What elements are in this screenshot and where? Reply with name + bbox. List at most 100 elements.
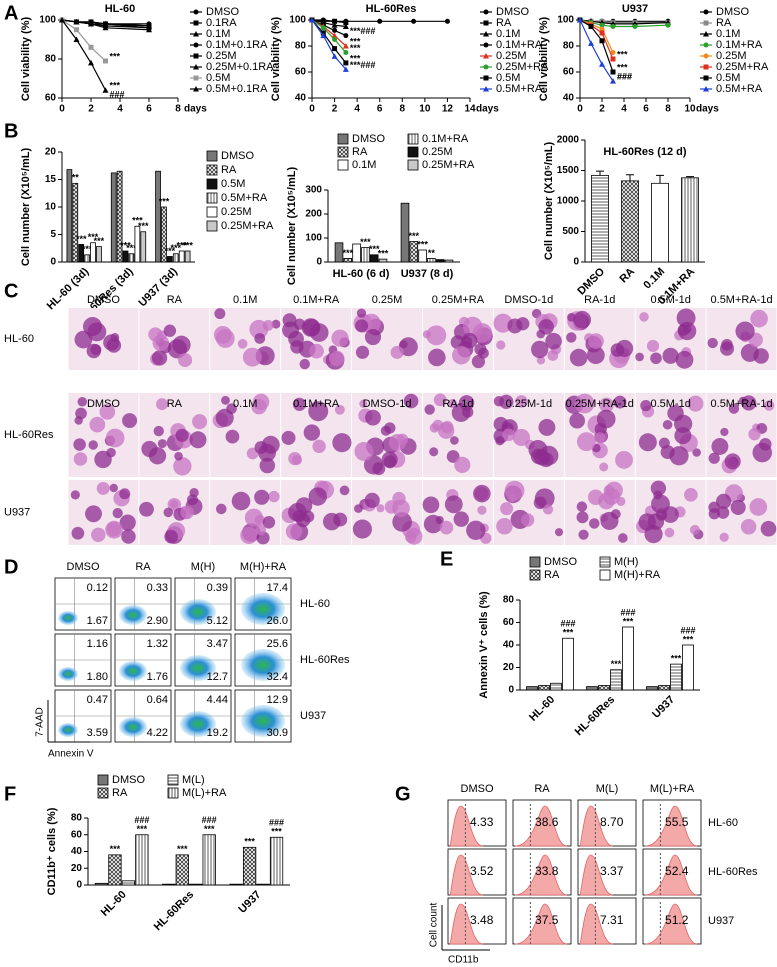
marker (331, 22, 338, 28)
x-tick-label: HL-60 (6 d) (333, 268, 390, 280)
legend-swatch (206, 192, 218, 204)
significance: *** (244, 837, 255, 847)
cell (292, 397, 307, 411)
marker (483, 20, 489, 26)
y-axis-label: Cell number (X10⁵/mL) (20, 148, 32, 267)
cell (103, 334, 120, 351)
cell (151, 350, 168, 366)
significance: *** (110, 844, 121, 854)
y-tick-label: 40 (295, 93, 307, 104)
quadrant-value: 1.67 (87, 615, 108, 627)
cell (677, 324, 689, 336)
row-label: HL-60Res (4, 429, 54, 441)
cell (650, 352, 662, 365)
quadrant-value: 5.12 (207, 615, 228, 627)
legend-swatch (206, 178, 218, 190)
marker (342, 43, 349, 49)
cell (719, 532, 729, 542)
x-axis-label: days (476, 104, 499, 115)
marker (411, 18, 417, 24)
x-tick-label: 0 (59, 104, 65, 115)
marker (483, 53, 489, 59)
cell (99, 404, 116, 420)
histogram-fill (644, 903, 698, 945)
marker (146, 26, 152, 33)
cell (735, 321, 755, 341)
significance: ***### (350, 60, 376, 70)
cell (600, 511, 619, 530)
legend-label: 0.25M (221, 206, 252, 218)
marker (599, 30, 605, 36)
cell (392, 512, 412, 532)
bar (128, 253, 135, 263)
cell (708, 452, 720, 464)
cell (599, 462, 609, 472)
cell (390, 345, 404, 359)
cell (662, 419, 673, 430)
cell (309, 343, 324, 359)
cell (354, 442, 374, 462)
column-label: DMSO (67, 561, 100, 573)
panel-label: G (395, 783, 411, 805)
series-line (311, 19, 346, 28)
cell (259, 457, 276, 474)
column-label: 0.1M (233, 398, 257, 410)
legend-label: 0.1M (206, 28, 230, 40)
cell (471, 354, 486, 369)
cell (215, 329, 235, 348)
x-tick-label: U937 (650, 694, 677, 721)
marker (588, 24, 594, 29)
cell (157, 439, 167, 449)
significance: *** (623, 616, 634, 626)
cell (74, 330, 93, 349)
cell (477, 505, 487, 515)
y-tick-label: 10 (45, 202, 57, 213)
cell (542, 504, 554, 515)
cell (163, 324, 177, 337)
cell (515, 395, 528, 408)
y-tick-label: 20 (503, 662, 515, 673)
legend-swatch (206, 164, 218, 176)
cell (237, 338, 248, 349)
marker (59, 17, 65, 23)
legend-label: 0.1M (716, 28, 740, 40)
marker (343, 20, 349, 26)
legend-swatch (599, 569, 611, 581)
bar (343, 257, 353, 263)
x-tick-label: 0 (577, 104, 583, 115)
bar (651, 182, 669, 263)
cell (721, 338, 733, 351)
cell (458, 395, 475, 411)
cell (495, 436, 505, 446)
chart-title: HL-60Res (12 d) (603, 146, 686, 158)
marker (703, 86, 709, 92)
population (58, 611, 78, 625)
marker (703, 9, 709, 15)
column-label: M(L) (596, 783, 619, 795)
row-label: HL-60Res (300, 654, 350, 666)
row-label: U937 (708, 915, 734, 927)
x-axis-label: Annexin V (48, 749, 94, 760)
legend-label: 0.5M+RA (221, 192, 268, 204)
legend-label: 0.5M (716, 72, 740, 84)
series-line (311, 19, 347, 64)
y-tick-label: 60 (503, 617, 515, 628)
series-line (311, 19, 347, 53)
cell (174, 451, 183, 461)
legend-label: DMSO (544, 556, 577, 568)
cell (364, 328, 382, 346)
quadrant-value: 32.4 (267, 671, 288, 683)
column-label: DMSO (461, 783, 494, 795)
cell (587, 489, 604, 506)
cell (749, 498, 768, 516)
significance: *** (126, 243, 137, 253)
marker (610, 78, 616, 84)
column-label: 0.1M (233, 294, 257, 306)
quadrant-value: 3.59 (87, 727, 108, 739)
cell (244, 508, 263, 527)
column-label: DMSO-1d (363, 398, 412, 410)
cell (740, 518, 757, 535)
cell (454, 456, 471, 473)
bar (444, 259, 454, 263)
y-tick-label: 80 (563, 41, 575, 52)
